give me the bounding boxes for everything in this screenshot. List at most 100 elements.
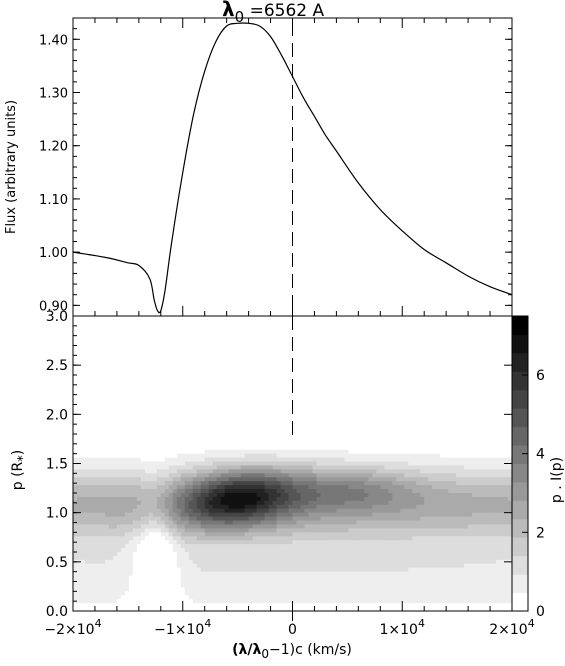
heatmap-cell [368,555,373,561]
heatmap-cell [340,599,345,604]
heatmap-cell [96,548,102,553]
heatmap-cell [404,477,409,482]
heatmap-cell [464,559,469,565]
heatmap-cell [180,579,186,585]
heatmap-cell [424,481,429,486]
heatmap-cell [432,512,437,518]
heatmap-cell [76,512,82,518]
heatmap-cell [432,496,437,502]
heatmap-cell [468,587,473,592]
heatmap-cell [176,457,182,463]
heatmap-cell [380,500,385,506]
flux-frame [72,17,513,317]
heatmap-cell [412,477,417,482]
heatmap-cell [380,579,385,585]
intensity-panel: 0.00.51.01.52.02.53.0 −2×104 −1×104 0 1×104… [10,309,535,661]
heatmap-cell [148,532,154,537]
heatmap-cell [344,536,349,541]
heatmap-cell [392,496,397,502]
heatmap-cell [232,548,238,553]
heatmap-cell [488,583,493,588]
heatmap-cell [228,508,234,514]
heatmap-cell [172,540,178,545]
heatmap-cell [324,540,330,545]
heatmap-cell [192,559,198,565]
heatmap-cell [180,445,186,451]
heatmap-cell [256,607,262,611]
heatmap-cell [144,575,150,581]
heatmap-cell [280,575,286,581]
heatmap-cell [140,524,146,529]
heatmap-cell [440,496,445,502]
heatmap-cell [356,437,361,443]
heatmap-cell [308,599,314,604]
heatmap-cell [172,520,178,526]
heatmap-cell [168,477,174,482]
heatmap-cell [204,603,210,608]
heatmap-cell [200,583,206,588]
heatmap-cell [288,473,294,478]
heatmap-cell [364,457,369,463]
heatmap-cell [364,607,369,611]
heatmap-cell [232,555,238,561]
heatmap-cell [436,481,441,486]
heatmap-cell [352,591,357,596]
heatmap-cell [384,465,389,470]
heatmap-cell [504,493,509,498]
heatmap-cell [404,528,409,533]
heatmap-cell [156,532,162,537]
heatmap-cell [264,489,270,494]
heatmap-cell [300,485,306,490]
heatmap-cell [452,473,457,478]
heatmap-cell [480,544,485,549]
heatmap-cell [88,563,94,569]
heatmap-cell [236,489,242,494]
heatmap-cell [360,520,365,526]
heatmap-cell [456,457,461,463]
heatmap-cell [84,536,90,541]
heatmap-cell [188,493,194,498]
heatmap-cell [404,603,409,608]
heatmap-cell [412,603,417,608]
heatmap-cell [272,489,278,494]
heatmap-cell [488,485,493,490]
heatmap-cell [316,591,322,596]
heatmap-cell [184,493,190,498]
heatmap-cell [428,528,433,533]
heatmap-cell [176,477,182,482]
heatmap-cell [160,465,166,470]
heatmap-cell [220,489,226,494]
heatmap-cell [220,607,226,611]
heatmap-cell [100,559,106,565]
heatmap-cell [264,536,270,541]
heatmap-cell [216,477,222,482]
heatmap-cell [176,441,182,447]
heatmap-cell [396,548,401,553]
heatmap-cell [108,481,114,486]
heatmap-cell [380,532,385,537]
heatmap-cell [456,548,461,553]
heatmap-cell [308,536,314,541]
heatmap-cell [208,496,214,502]
heatmap-cell [376,595,381,600]
heatmap-cell [296,595,302,600]
heatmap-cell [88,504,94,510]
heatmap-cell [216,540,222,545]
heatmap-cell [508,552,512,557]
heatmap-cell [364,540,369,545]
heatmap-cell [140,485,146,490]
heatmap-cell [136,595,142,600]
heatmap-cell [244,461,250,467]
heatmap-cell [100,449,106,455]
heatmap-cell [144,563,150,569]
heatmap-cell [456,544,461,549]
heatmap-cell [264,587,270,592]
heatmap-cell [392,441,397,447]
heatmap-cell [436,536,441,541]
heatmap-cell [244,563,250,569]
heatmap-cell [296,512,302,518]
heatmap-cell [280,544,286,549]
heatmap-cell [484,481,489,486]
heatmap-cell [416,555,421,561]
heatmap-cell [356,524,361,529]
